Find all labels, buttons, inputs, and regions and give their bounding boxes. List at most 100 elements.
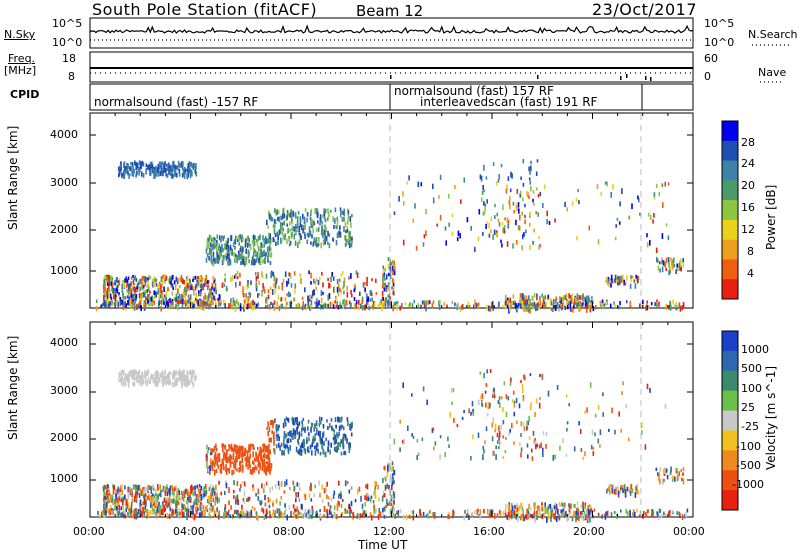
echo-point-936 [177,488,179,493]
echo-point-170 [183,374,185,380]
echo-point-442 [251,239,254,244]
echo-point-955 [114,281,116,286]
echo-point-1152 [106,501,108,508]
echo-point-1758 [509,307,511,312]
power-cbar-label: Power [dB] [764,184,778,250]
echo-point-535 [349,446,351,451]
echo-point-683 [288,238,290,242]
echo-point-552 [295,223,297,229]
echo-point-632 [349,426,351,431]
echo-point-629 [330,442,332,448]
echo-point-112 [117,166,120,171]
echo-point-715 [280,221,282,227]
echo-point-1133 [119,488,122,493]
echo-point-23 [158,161,161,167]
echo-point-561 [315,427,318,432]
echo-point-1811 [629,283,632,289]
echo-point-1331 [354,284,356,291]
echo-point-58 [184,170,186,175]
echo-point-2188 [483,508,485,514]
colorbar-swatch-4 [722,200,738,221]
echo-point-1607 [528,222,531,227]
echo-point-1105 [156,291,158,295]
echo-point-513 [350,241,353,248]
echo-point-571 [274,222,276,229]
echo-point-407 [246,450,248,454]
echo-point-2232 [652,219,654,224]
echo-point-656 [304,234,306,240]
colorbar-swatch-3 [722,180,738,201]
echo-point-2075 [274,513,276,517]
echo-point-1354 [235,495,237,502]
echo-point-661 [325,235,327,242]
echo-point-169 [132,167,134,171]
echo-point-1514 [386,503,389,507]
echo-point-1885 [109,511,112,515]
echo-point-2283 [459,233,461,239]
echo-point-2238 [575,197,578,202]
echo-point-1923 [592,306,595,312]
echo-point-737 [312,228,314,234]
echo-point-1521 [519,193,522,198]
echo-point-297 [231,469,233,476]
echo-point-2074 [447,514,449,520]
echo-point-1328 [276,508,279,514]
echo-point-1998 [297,302,299,308]
echo-point-1455 [310,483,312,490]
echo-point-1439 [323,488,326,494]
echo-point-1863 [665,468,668,473]
echo-point-1857 [667,257,670,262]
echo-point-2138 [370,514,373,521]
echo-point-603 [350,432,353,437]
echo-point-1646 [564,305,566,311]
echo-point-1684 [581,514,583,520]
echo-point-753 [108,492,111,496]
echo-point-1019 [126,295,129,299]
echo-point-2082 [521,300,524,307]
echo-point-1649 [508,502,511,508]
echo-point-1494 [381,495,384,502]
echo-point-1654 [584,502,587,507]
echo-point-1603 [540,442,542,449]
echo-point-1358 [293,297,295,302]
echo-point-1585 [530,160,532,165]
echo-point-726 [337,446,340,451]
echo-point-1403 [243,481,246,487]
echo-point-570 [273,228,276,234]
echo-point-945 [166,491,169,497]
echo-point-445 [228,253,230,260]
echo-point-1247 [289,272,292,279]
echo-point-1566 [506,217,509,223]
echo-point-1687 [536,293,538,297]
echo-point-2274 [425,209,427,215]
echo-point-702 [314,239,317,246]
echo-point-284 [217,464,220,469]
echo-point-412 [233,444,236,449]
echo-point-68 [156,381,159,387]
echo-point-634 [281,225,283,230]
echo-point-241 [253,462,255,466]
echo-point-2089 [657,514,660,521]
echo-point-2135 [182,511,184,517]
echo-point-1884 [232,301,235,306]
echo-point-216 [179,162,182,167]
echo-point-1151 [124,299,127,304]
echo-point-2302 [509,195,511,201]
velocity-colorbar [721,330,739,511]
echo-point-458 [264,469,267,475]
echo-point-1592 [538,402,541,409]
echo-point-1218 [141,294,144,299]
echo-point-1551 [485,426,488,432]
xtick-0000: 00:00 [73,525,105,538]
echo-point-2221 [639,212,641,216]
echo-point-721 [300,235,302,240]
echo-point-2295 [646,242,649,248]
echo-point-446 [237,250,240,255]
echo-point-736 [324,241,326,245]
echo-point-2171 [364,304,366,311]
echo-point-2149 [528,300,531,305]
echo-point-1396 [338,501,340,507]
echo-point-2185 [602,303,604,310]
echo-point-1212 [122,496,124,503]
echo-point-1377 [233,275,236,279]
